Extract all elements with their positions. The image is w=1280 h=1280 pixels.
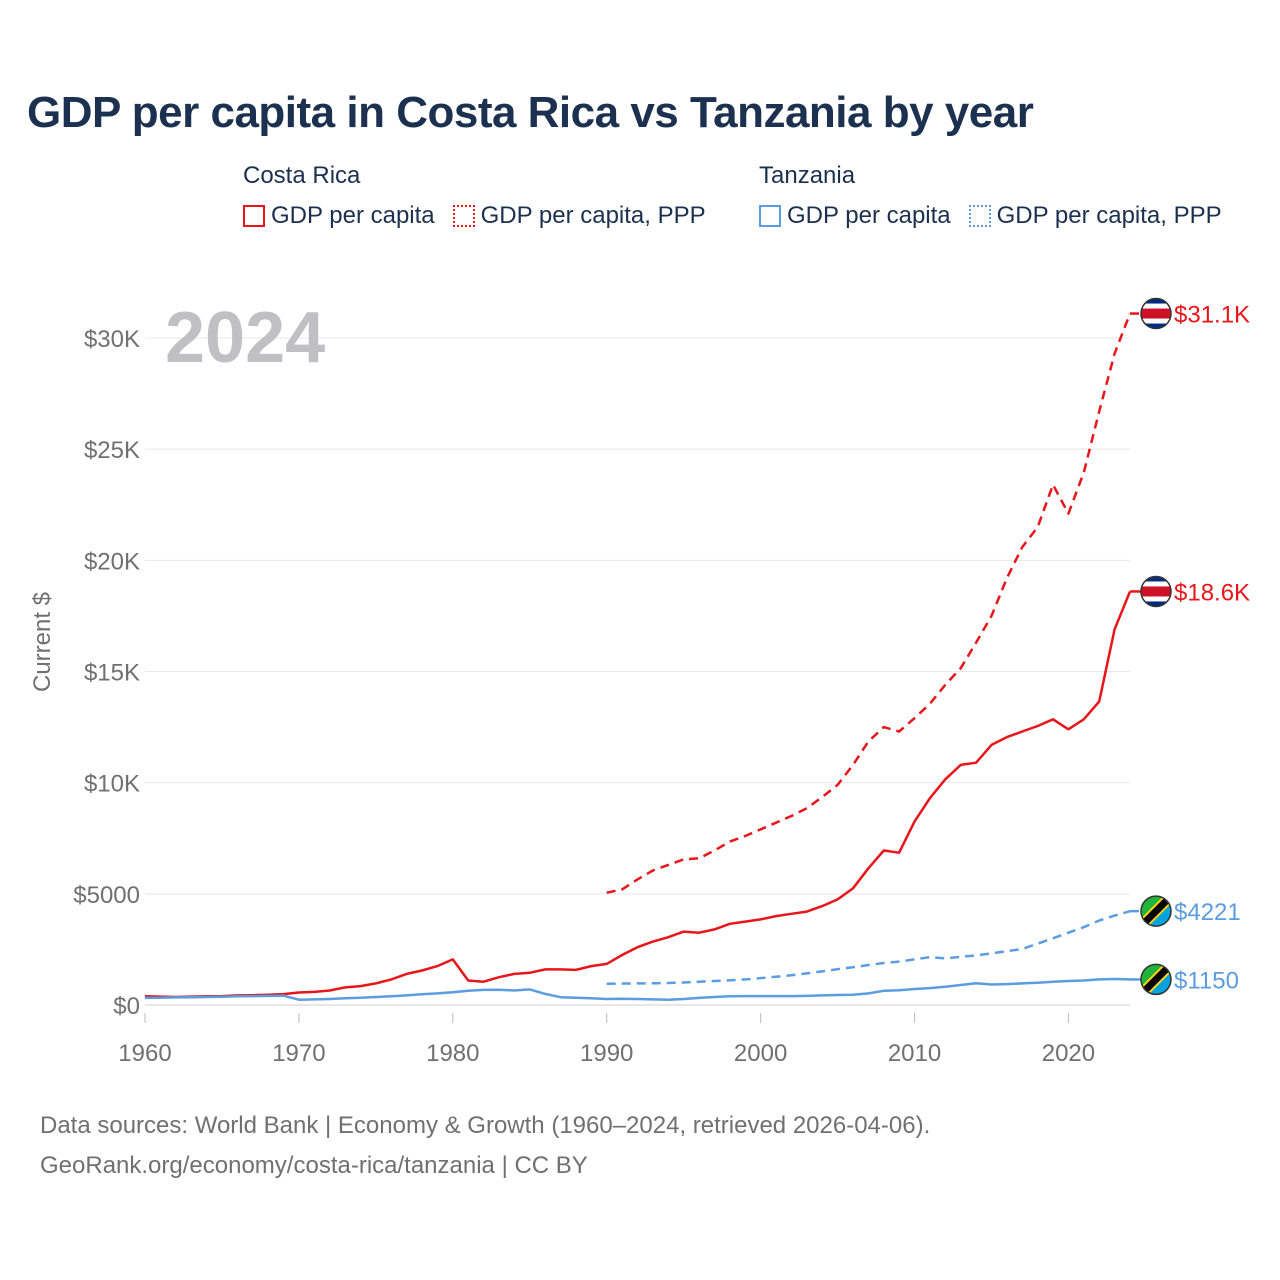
series-lines [144, 313, 1132, 1001]
legend-group-name: Costa Rica [243, 162, 361, 189]
legend-item-costa-rica-gdp[interactable]: GDP per capita [243, 202, 435, 230]
tanzania-flag-icon [1141, 964, 1171, 995]
y-tick-label: $30K [84, 326, 140, 353]
x-tick-label: 2020 [1042, 1040, 1095, 1067]
legend-group-tanzania: Tanzania GDP per capita GDP per capita, … [759, 162, 1222, 230]
year-watermark: 2024 [165, 298, 325, 378]
legend-swatch-solid-icon [243, 205, 265, 227]
flag-border [1140, 575, 1172, 608]
end-value-label: $1150 [1174, 967, 1239, 994]
flag-border [1140, 895, 1172, 927]
x-axis-ticks: 1960 1970 1980 1990 2000 2010 2020 [118, 1013, 1095, 1067]
flag-border [1140, 963, 1172, 996]
y-tick-label: $15K [84, 660, 140, 687]
legend-group-name: Tanzania [759, 162, 856, 189]
x-tick-label: 2010 [888, 1040, 941, 1067]
source-link[interactable]: GeoRank.org/economy/costa-rica/tanzania … [40, 1152, 588, 1179]
legend-swatch-dotted-icon [968, 205, 991, 227]
legend-item-label: GDP per capita [271, 202, 435, 229]
data-source-text: Data sources: World Bank | Economy & Gro… [40, 1112, 931, 1139]
legend-swatch-solid-icon [759, 205, 781, 227]
y-axis-ticks: $0 $5000 $10K $15K $20K $25K $30K [73, 326, 140, 1020]
costa-rica-flag-icon [1141, 576, 1171, 607]
grid-lines [145, 337, 1130, 1006]
legend-item-label: GDP per capita, PPP [480, 202, 706, 229]
y-tick-label: $0 [113, 993, 140, 1020]
end-markers: $31.1K $18.6K $4221 $1150 [1130, 297, 1250, 996]
legend-item-label: GDP per capita, PPP [996, 202, 1222, 229]
series-line-costa-rica-gdp-per-capita[interactable] [144, 591, 1132, 999]
footer: Data sources: World Bank | Economy & Gro… [40, 1106, 930, 1186]
legend-item-label: GDP per capita [787, 202, 951, 229]
series-line-costa-rica-gdp-per-capita-ppp[interactable] [606, 313, 1132, 894]
end-value-label: $18.6K [1174, 579, 1250, 606]
legend-swatch-dotted-icon [452, 205, 475, 227]
x-tick-label: 1970 [272, 1040, 325, 1067]
legend-group-costa-rica: Costa Rica GDP per capita GDP per capita… [243, 162, 706, 230]
y-axis-label: Current $ [29, 592, 56, 692]
series-line-tanzania-gdp-per-capita-ppp[interactable] [606, 909, 1131, 985]
costa-rica-flag-icon [1141, 298, 1171, 329]
end-value-label: $4221 [1174, 899, 1241, 926]
x-tick-label: 1980 [426, 1040, 479, 1067]
legend-item-costa-rica-gdp-ppp[interactable]: GDP per capita, PPP [452, 202, 706, 230]
series-line-tanzania-gdp-per-capita[interactable] [144, 977, 1131, 1001]
legend-item-tanzania-gdp-ppp[interactable]: GDP per capita, PPP [968, 202, 1222, 230]
y-tick-label: $20K [84, 548, 140, 575]
legend-item-tanzania-gdp[interactable]: GDP per capita [759, 202, 951, 230]
y-tick-label: $5000 [73, 882, 140, 909]
x-tick-label: 2000 [734, 1040, 787, 1067]
y-tick-label: $25K [84, 437, 140, 464]
y-tick-label: $10K [84, 771, 140, 798]
chart-title: GDP per capita in Costa Rica vs Tanzania… [27, 88, 1034, 137]
x-tick-label: 1990 [580, 1040, 633, 1067]
flag-border [1140, 297, 1172, 330]
tanzania-flag-icon [1141, 896, 1171, 927]
x-tick-label: 1960 [118, 1040, 171, 1067]
end-value-label: $31.1K [1174, 302, 1250, 329]
